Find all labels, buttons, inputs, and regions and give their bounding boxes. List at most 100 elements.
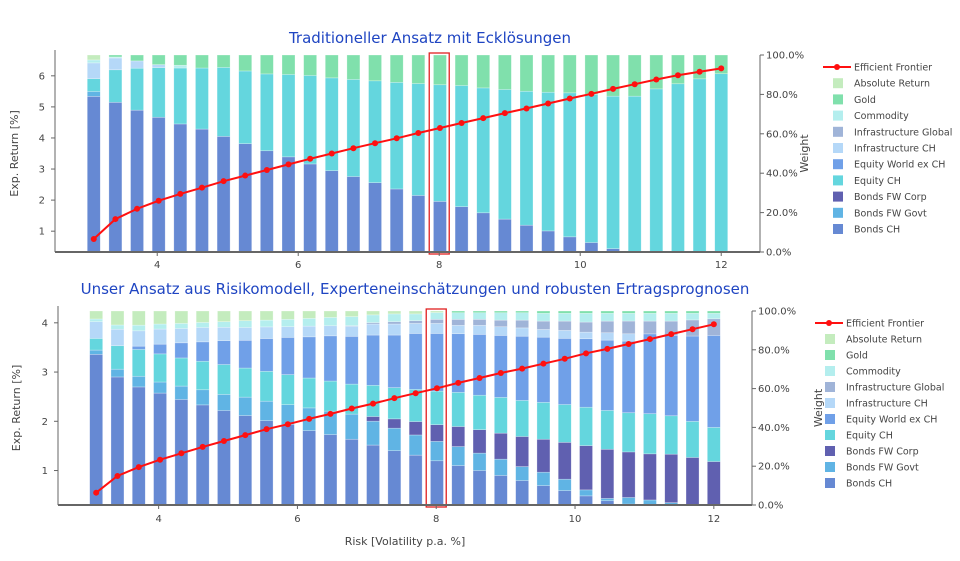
bar-segment-absolute-return <box>174 310 189 324</box>
bar-stack <box>130 54 144 253</box>
bar-stack <box>433 54 447 253</box>
bar-segment-equity-ch <box>600 410 615 450</box>
bar-segment-gold <box>692 54 707 80</box>
bar-segment-absolute-return <box>366 310 380 316</box>
bar-segment-bonds-ch <box>131 386 146 506</box>
bar-segment-commodity <box>110 324 125 330</box>
bar-segment-bonds-fw-corp <box>387 418 402 429</box>
bar-segment-absolute-return <box>387 310 402 315</box>
bar-segment-equity-world-ex-ch <box>579 338 593 408</box>
chart-title: Unser Ansatz aus Risikomodell, Expertene… <box>81 280 750 298</box>
bar-segment-commodity <box>281 319 295 328</box>
bar-segment-equity-world-ex-ch <box>153 343 167 355</box>
legend-swatch-absolute-return <box>825 334 835 344</box>
legend-frontier-marker-icon <box>826 320 832 326</box>
bar-segment-equity-ch <box>627 95 642 253</box>
legend-label: Bonds FW Corp <box>846 447 919 458</box>
bar-segment-commodity <box>195 322 210 328</box>
y-axis-label-left: Exp. Return [%] <box>10 365 23 451</box>
legend-frontier-marker-icon <box>834 64 840 70</box>
bar-segment-equity-ch <box>108 69 123 103</box>
y-tick-label-left: 4 <box>42 318 48 329</box>
bar-stack <box>430 310 444 506</box>
bar-segment-infrastructure-ch <box>408 323 423 334</box>
frontier-point <box>523 105 530 112</box>
bar-segment-gold <box>584 54 599 95</box>
bar-stack <box>600 310 615 506</box>
frontier-point <box>631 81 638 88</box>
bar-stack <box>110 310 125 506</box>
bar-segment-bonds-fw-govt <box>557 478 572 491</box>
bar-segment-bonds-ch <box>173 123 188 253</box>
frontier-point <box>372 140 379 147</box>
frontier-point <box>480 115 487 122</box>
y-tick-label-right: 60.0% <box>758 384 790 395</box>
legend-swatch-equity-world-ex-ch <box>833 159 843 170</box>
bar-segment-gold <box>472 310 487 314</box>
bar-segment-equity-ch <box>217 364 231 395</box>
bar-segment-gold <box>368 54 382 82</box>
legend-swatch-bonds-fw-corp <box>825 446 835 456</box>
bar-segment-equity-world-ex-ch <box>430 333 444 392</box>
bar-segment-infrastructure-global <box>451 319 466 326</box>
bar-segment-gold <box>451 310 466 314</box>
frontier-point <box>718 65 725 72</box>
bar-segment-equity-world-ex-ch <box>344 336 359 385</box>
frontier-point <box>157 456 164 463</box>
bar-segment-gold <box>108 54 123 58</box>
bar-segment-commodity <box>685 313 700 321</box>
bar-segment-equity-ch <box>131 349 146 377</box>
bar-segment-bonds-ch <box>151 116 166 253</box>
bar-segment-gold <box>536 310 551 314</box>
frontier-point <box>199 443 206 450</box>
bar-stack <box>217 310 231 506</box>
bar-segment-equity-ch <box>302 377 316 409</box>
bar-stack <box>498 54 512 253</box>
bar-stack <box>238 310 253 506</box>
bar-segment-gold <box>173 54 188 66</box>
legend-swatch-bonds-ch <box>833 224 843 234</box>
bar-segment-infrastructure-ch <box>472 325 487 335</box>
bar-segment-gold <box>664 310 679 314</box>
frontier-point <box>436 125 443 132</box>
bar-segment-equity-ch <box>238 70 253 144</box>
bar-segment-equity-ch <box>472 394 487 430</box>
legend-label: Equity World ex CH <box>846 415 937 426</box>
bar-segment-bonds-fw-corp <box>451 426 466 447</box>
chart-our-approach: Unser Ansatz aus Risikomodell, Expertene… <box>10 280 944 548</box>
bar-segment-infrastructure-ch <box>217 326 231 341</box>
bar-segment-commodity <box>494 312 508 321</box>
bar-segment-commodity <box>664 313 679 322</box>
bar-segment-infrastructure-ch <box>451 325 466 335</box>
bar-segment-bonds-ch <box>498 218 512 253</box>
legend-label: Infrastructure CH <box>854 144 936 155</box>
bar-segment-commodity <box>86 59 101 64</box>
bar-segment-bonds-fw-govt <box>600 498 615 502</box>
bar-segment-gold <box>498 54 512 90</box>
bar-segment-equity-ch <box>387 387 402 420</box>
bar-segment-infrastructure-global <box>494 319 508 328</box>
bar-stack <box>519 54 534 253</box>
bar-segment-commodity <box>515 312 529 321</box>
bar-segment-equity-ch <box>153 353 167 383</box>
legend-swatch-bonds-ch <box>825 478 835 488</box>
frontier-point <box>610 85 617 92</box>
bar-segment-bonds-ch <box>346 176 361 253</box>
frontier-point <box>114 472 121 479</box>
bar-segment-bonds-ch <box>368 182 382 253</box>
x-tick-label: 6 <box>295 260 301 271</box>
bar-segment-bonds-ch <box>281 156 296 253</box>
frontier-point <box>178 450 185 457</box>
bar-segment-bonds-ch <box>519 224 534 253</box>
frontier-point <box>198 184 205 191</box>
bar-segment-infrastructure-ch <box>323 325 338 337</box>
bar-segment-commodity <box>238 320 253 328</box>
frontier-point <box>540 360 547 367</box>
bar-stack <box>173 54 188 253</box>
frontier-point <box>391 395 398 402</box>
bar-segment-gold <box>433 54 447 86</box>
bar-stack <box>562 54 577 253</box>
bar-stack <box>324 54 339 253</box>
frontier-point <box>497 370 504 377</box>
bar-segment-absolute-return <box>238 310 253 321</box>
